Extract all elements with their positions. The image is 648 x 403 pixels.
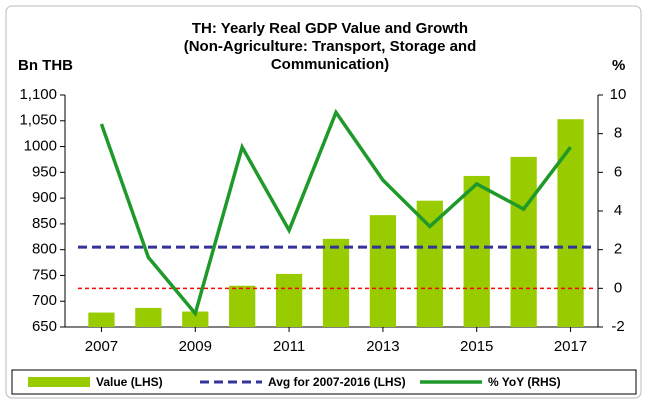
legend-label: Avg for 2007-2016 (LHS) (268, 375, 406, 389)
chart-title: Communication) (271, 56, 389, 73)
y2-tick-label: 10 (610, 86, 627, 103)
legend-box (11, 369, 637, 395)
y-axis-label: Bn THB (18, 57, 73, 74)
y-tick-label: 650 (32, 318, 57, 335)
bar (557, 119, 584, 327)
legend-swatch (28, 377, 90, 387)
y2-tick-label: 8 (614, 125, 622, 142)
bar (369, 215, 397, 327)
y-tick-label: 800 (32, 241, 57, 258)
x-tick-label: 2007 (85, 338, 118, 355)
bar (275, 273, 303, 327)
x-tick-label: 2015 (460, 338, 493, 355)
bar (463, 175, 490, 327)
y2-tick-label: 6 (614, 163, 622, 180)
y-tick-label: 1,050 (19, 112, 57, 129)
y2-tick-label: 0 (614, 279, 622, 296)
legend-label: Value (LHS) (96, 375, 163, 389)
bar (322, 238, 350, 327)
y-tick-label: 950 (32, 163, 57, 180)
y-tick-label: 900 (32, 189, 57, 206)
line (99, 108, 572, 318)
bar (510, 156, 537, 327)
bar (135, 307, 162, 327)
x-tick-label: 2013 (366, 338, 399, 355)
y-tick-label: 1000 (24, 138, 57, 155)
legend-label: % YoY (RHS) (488, 375, 561, 389)
bar (182, 311, 209, 327)
bar (229, 285, 256, 327)
y2-tick-label: -2 (611, 318, 624, 335)
chart-title: TH: Yearly Real GDP Value and Growth (192, 20, 468, 37)
chart-title: (Non-Agriculture: Transport, Storage and (184, 38, 477, 55)
y-tick-label: 700 (32, 292, 57, 309)
y2-tick-label: 4 (614, 202, 622, 219)
bar (416, 200, 443, 327)
y2-axis-label: % (612, 57, 625, 74)
y-tick-label: 1,100 (19, 86, 57, 103)
bar (88, 312, 115, 327)
y-tick-label: 850 (32, 215, 57, 232)
y-tick-label: 750 (32, 266, 57, 283)
y2-tick-label: 2 (614, 241, 622, 258)
x-tick-label: 2011 (273, 338, 305, 355)
x-tick-label: 2009 (179, 338, 212, 355)
x-tick-label: 2017 (554, 338, 587, 355)
